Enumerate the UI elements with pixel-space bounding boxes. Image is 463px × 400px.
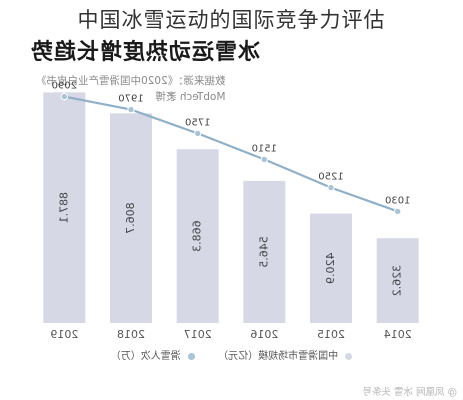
labels-layer: 887.1 2019 806.7 2018 668.3 2017 546.5 2016 420.…	[50, 81, 411, 341]
bar-2016	[243, 180, 286, 323]
line-value-label-2018: 1970	[118, 94, 143, 105]
bars-layer	[43, 92, 419, 324]
bar-2017	[176, 149, 219, 323]
legend: 中国滑雪市场规模（亿元） 滑雪人次（万）	[0, 347, 463, 362]
bar-2015	[310, 213, 352, 323]
category-label-2019: 2019	[50, 328, 78, 341]
line-value-label-2019: 2090	[52, 81, 77, 92]
line-value-label-2014: 1030	[385, 195, 410, 206]
line-value-label-2015: 1250	[318, 172, 343, 183]
legend-swatch-bar	[345, 352, 353, 360]
bar-value-label-2019: 887.1	[57, 192, 70, 224]
line-point-2018	[127, 105, 135, 114]
line-series-path	[64, 95, 399, 213]
page-title: 中国冰雪运动的国际竞争力评估	[77, 8, 386, 32]
legend-label-line: 滑雪人次（万）	[110, 351, 181, 362]
legend-swatch-line	[187, 352, 195, 360]
category-label-2014: 2014	[384, 328, 412, 341]
line-layer	[60, 92, 402, 216]
bar-2018	[110, 113, 152, 323]
bar-value-label-2016: 546.5	[257, 236, 270, 268]
watermark: @ 凤凰网 冰雪 头条号	[362, 387, 457, 398]
bar-2019	[43, 92, 86, 324]
line-point-2014	[393, 207, 402, 216]
line-point-2016	[260, 155, 268, 164]
bar-value-label-2015: 420.9	[324, 253, 337, 285]
category-label-2017: 2017	[184, 328, 212, 341]
line-point-2017	[194, 129, 202, 138]
line-value-label-2016: 1510	[252, 143, 277, 154]
category-label-2015: 2015	[317, 328, 345, 341]
bar-value-label-2014: 326.2	[391, 265, 404, 297]
category-label-2016: 2016	[250, 328, 278, 341]
bar-2014	[376, 238, 419, 323]
category-label-2018: 2018	[117, 328, 145, 341]
legend-item-line: 滑雪人次（万）	[111, 347, 195, 362]
legend-item-bar: 中国滑雪市场规模（亿元）	[218, 347, 353, 362]
bar-value-label-2017: 668.3	[191, 220, 204, 252]
bar-value-label-2018: 806.7	[124, 202, 137, 234]
legend-label-bar: 中国滑雪市场规模（亿元）	[218, 351, 339, 362]
line-value-label-2017: 1750	[185, 117, 210, 128]
line-point-2015	[327, 183, 335, 192]
line-point-2019	[60, 92, 68, 101]
